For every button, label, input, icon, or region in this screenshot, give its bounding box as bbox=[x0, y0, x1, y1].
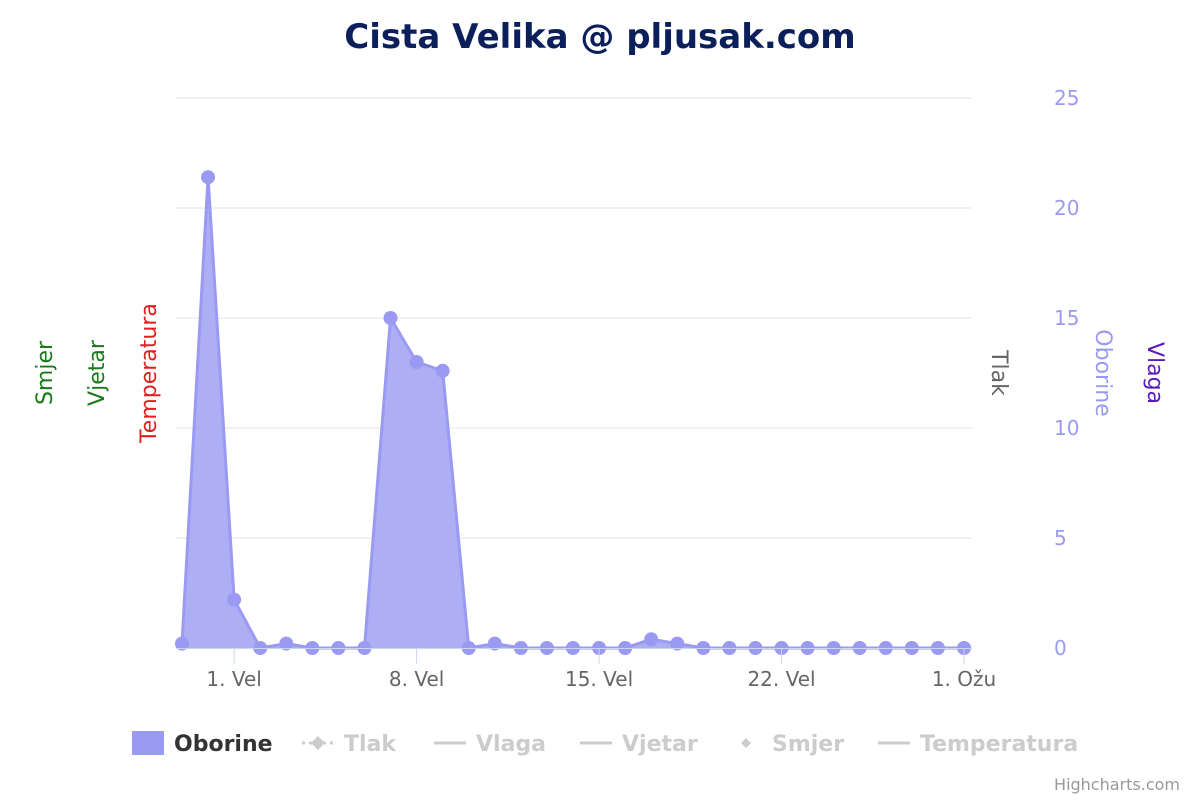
right-axis-title-vlaga: Vlaga bbox=[1142, 342, 1167, 404]
right-axis-title-tlak: Tlak bbox=[986, 349, 1011, 396]
legend-item-smjer[interactable]: Smjer bbox=[741, 732, 844, 757]
x-tick-label-1: 8. Vel bbox=[389, 667, 444, 691]
data-point-0[interactable] bbox=[175, 636, 189, 651]
chart-title: Cista Velika @ pljusak.com bbox=[344, 17, 855, 57]
x-tick-label-0: 1. Vel bbox=[206, 667, 261, 691]
x-tick-label-3: 22. Vel bbox=[747, 667, 815, 691]
data-point-9[interactable] bbox=[409, 355, 424, 369]
x-tick-label-2: 15. Vel bbox=[565, 667, 633, 691]
data-point-2[interactable] bbox=[227, 592, 242, 607]
highcharts-credit[interactable]: Highcharts.com bbox=[1054, 775, 1180, 794]
series-area-fill bbox=[182, 177, 964, 648]
legend-label: Oborine bbox=[174, 732, 273, 757]
legend-label: Tlak bbox=[344, 732, 397, 757]
right-axis-titles: Tlak Oborine Vlaga bbox=[986, 329, 1167, 416]
left-axis-titles: Smjer Vjetar Temperatura bbox=[33, 303, 162, 444]
data-point-8[interactable] bbox=[383, 311, 398, 325]
legend-label: Smjer bbox=[772, 732, 844, 757]
y-tick-label-2: 10 bbox=[1054, 416, 1079, 440]
legend-label: Vlaga bbox=[476, 732, 546, 757]
legend-symbol-diamond bbox=[741, 738, 751, 748]
y-tick-label-0: 0 bbox=[1054, 636, 1067, 660]
left-axis-title-smjer: Smjer bbox=[33, 340, 58, 405]
data-point-18[interactable] bbox=[644, 632, 659, 647]
y-tick-label-1: 5 bbox=[1054, 526, 1067, 550]
legend-item-tlak[interactable]: Tlak bbox=[302, 732, 397, 757]
data-point-12[interactable] bbox=[487, 636, 502, 651]
legend-symbol-area bbox=[132, 731, 164, 755]
y-tick-label-3: 15 bbox=[1054, 306, 1079, 330]
x-tick-label-4: 1. Ožu bbox=[932, 667, 996, 691]
data-point-4[interactable] bbox=[279, 636, 294, 651]
y-tick-label-5: 25 bbox=[1054, 86, 1079, 110]
grid-lines bbox=[176, 97, 972, 539]
legend-item-vlaga[interactable]: Vlaga bbox=[434, 732, 546, 757]
right-axis-title-oborine: Oborine bbox=[1090, 329, 1115, 416]
legend-item-temperatura[interactable]: Temperatura bbox=[878, 732, 1078, 757]
legend-item-oborine[interactable]: Oborine bbox=[132, 731, 273, 757]
data-point-1[interactable] bbox=[201, 170, 216, 185]
y-tick-label-4: 20 bbox=[1054, 196, 1079, 220]
legend-label: Temperatura bbox=[920, 732, 1078, 757]
x-axis: 1. Vel 8. Vel 15. Vel 22. Vel 1. Ožu bbox=[176, 648, 996, 691]
left-axis-title-vjetar: Vjetar bbox=[85, 339, 110, 406]
legend-item-vjetar[interactable]: Vjetar bbox=[580, 732, 698, 757]
y-axis-tick-labels: 0 5 10 15 20 25 bbox=[1054, 86, 1079, 660]
legend-symbol-diamond bbox=[311, 736, 325, 750]
left-axis-title-temperatura: Temperatura bbox=[137, 303, 162, 444]
data-point-19[interactable] bbox=[670, 636, 685, 651]
legend[interactable]: Oborine Tlak Vlaga Vjetar Smjer Temperatura bbox=[132, 731, 1078, 757]
data-point-10[interactable] bbox=[435, 363, 450, 378]
legend-label: Vjetar bbox=[622, 732, 698, 757]
